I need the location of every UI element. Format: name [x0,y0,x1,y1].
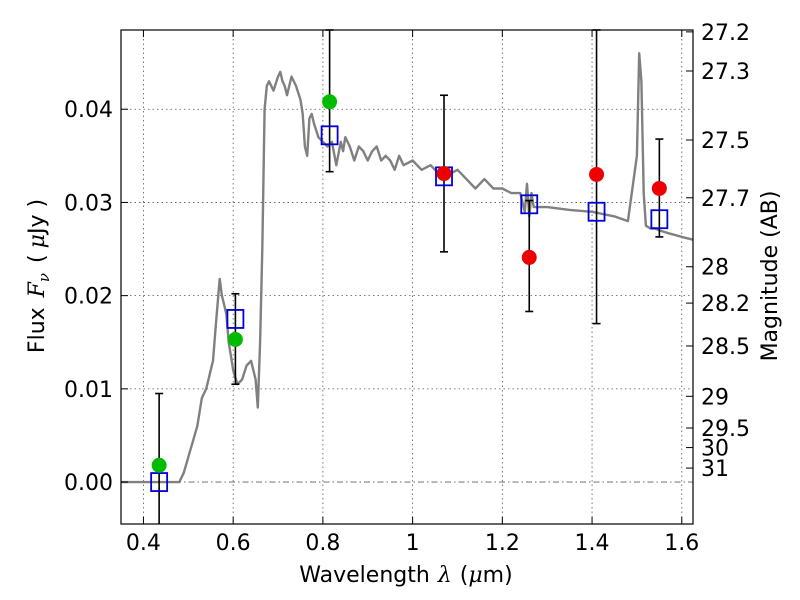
x-tick-label: 1 [406,531,420,556]
x-axis-label-symbol: λ [437,563,452,588]
y-tick-label: 0.00 [64,471,113,496]
y2-tick-label: 27.2 [701,21,750,46]
y-axis-label-unit-open: ( [25,254,50,263]
y2-tick-label: 28 [701,256,729,281]
ticks: 0.4 0.6 0.8 1 1.2 1.4 1.6 0.00 0.01 0.02 0.03 0.04 2… [64,21,750,556]
plot-frame [120,29,694,525]
y2-tick-label: 30 [701,437,729,462]
model-square-marker [520,194,539,215]
x-axis-label-unit-close: m) [483,563,513,588]
observed-point-marker [651,180,667,196]
model-square-marker [150,472,169,492]
y2-tick-label: 29 [701,385,729,410]
x-axis-label-text: Wavelength [299,563,430,588]
model-square-marker [650,209,669,230]
y2-tick-label: 28.5 [701,335,750,360]
y2-axis-label: Magnitude (AB) [758,191,783,362]
y2-tick-label: 27.7 [701,187,750,212]
x-tick-label: 1.2 [485,531,520,556]
data-markers [150,94,669,492]
y-axis-label-unit-close: Jy ) [25,199,50,236]
y-axis-label-subscript: ν [35,273,53,282]
y-tick-label: 0.03 [64,191,113,216]
y-axis-label-text: Flux [25,307,50,353]
x-tick-label: 0.4 [126,531,161,556]
y-tick-label: 0.01 [64,378,113,403]
x-axis-label: Wavelength λ (μm) [299,563,512,588]
x-axis-label-unit-mu: μ [468,563,482,588]
observed-point-marker [436,166,452,182]
error-bars [155,29,664,524]
y-axis-label: Flux Fν ( μJy ) [25,199,53,353]
x-tick-label: 1.4 [575,531,610,556]
y2-tick-label: 27.5 [701,129,750,154]
y-axis-label-unit-mu: μ [25,234,50,248]
x-axis-label-unit-open: ( [460,563,469,588]
y2-tick-label: 27.3 [701,60,750,85]
y-tick-label: 0.02 [64,285,113,310]
observed-point-marker [227,331,243,347]
model-square-marker [226,309,245,329]
y2-tick-label: 31 [701,457,729,482]
observed-point-marker [589,166,605,182]
x-tick-label: 1.6 [664,531,699,556]
model-square-marker [320,125,339,146]
y2-tick-label: 29.5 [701,417,750,442]
x-tick-label: 0.8 [305,531,340,556]
model-square-marker [587,201,606,222]
y-axis-label-symbol: F [25,281,50,298]
observed-point-marker [151,457,167,473]
y-tick-label: 0.04 [64,98,113,123]
model-spectrum-line [121,52,694,484]
x-tick-label: 0.6 [216,531,251,556]
grid [121,30,693,524]
y2-tick-label: 28.2 [701,292,750,317]
observed-point-marker [521,249,537,265]
observed-point-marker [322,94,338,110]
